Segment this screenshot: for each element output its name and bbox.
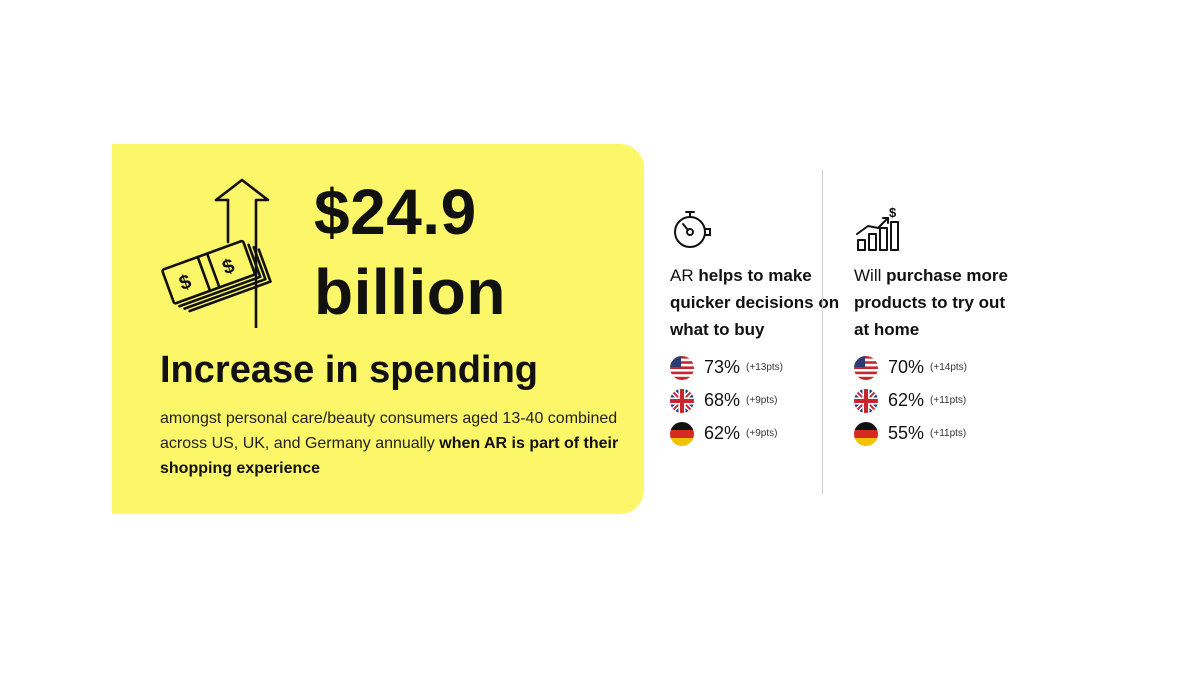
stat-percent: 73% [704, 357, 741, 377]
svg-text:$: $ [220, 255, 238, 279]
amount-headline: $24.9 billion [314, 172, 506, 332]
money-growth-icon: $ $ [161, 178, 272, 328]
stat-title: Will purchase more products to try out a… [854, 262, 1024, 343]
amount-unit: billion [314, 256, 506, 328]
germany-flag-icon [854, 421, 878, 446]
stat-percent: 68% [704, 390, 741, 410]
stat-quicker-decisions: AR helps to make quicker decisions on wh… [670, 206, 840, 450]
stat-percent: 55% [888, 423, 925, 443]
growth-chart-icon: $ [856, 206, 899, 251]
stat-delta: (+9pts) [746, 428, 778, 439]
description-text: amongst personal care/beauty consumers a… [160, 410, 618, 452]
stat-percent: 62% [888, 390, 925, 410]
stat-row-us: 73% (+13pts) [670, 351, 840, 384]
stat-row-us: 70% (+14pts) [854, 351, 1024, 384]
stat-percent: 62% [704, 423, 741, 443]
germany-flag-icon [670, 421, 694, 446]
stat-title-bold: purchase more products to try out at hom… [854, 266, 1009, 339]
stat-title-prefix: AR [670, 266, 694, 285]
uk-flag-icon [670, 388, 694, 413]
us-flag-icon [670, 355, 694, 380]
stopwatch-icon [674, 211, 711, 248]
stat-percent: 70% [888, 357, 925, 377]
amount-value: $24.9 [314, 176, 477, 248]
svg-text:$: $ [176, 271, 194, 295]
stat-delta: (+11pts) [930, 428, 967, 439]
stat-delta: (+13pts) [746, 362, 783, 373]
uk-flag-icon [854, 388, 878, 413]
stat-row-uk: 68% (+9pts) [670, 384, 840, 417]
svg-text:$: $ [889, 206, 897, 220]
stat-row-germany: 62% (+9pts) [670, 417, 840, 450]
headline-description: amongst personal care/beauty consumers a… [160, 406, 630, 481]
stat-title-bold: helps to make quicker decisions on what … [670, 266, 840, 339]
spending-card: $ $ $24.9 billion Increase in spending a… [112, 144, 644, 514]
stat-delta: (+11pts) [930, 395, 967, 406]
stat-row-uk: 62% (+11pts) [854, 384, 1024, 417]
us-flag-icon [854, 355, 878, 380]
stat-title: AR helps to make quicker decisions on wh… [670, 262, 840, 343]
stat-title-prefix: Will [854, 266, 882, 285]
stat-delta: (+9pts) [746, 395, 778, 406]
stat-delta: (+14pts) [930, 362, 967, 373]
headline-title: Increase in spending [160, 349, 538, 391]
description-bold: when AR is part of their shopping experi… [160, 435, 619, 477]
divider [822, 170, 823, 494]
stat-row-germany: 55% (+11pts) [854, 417, 1024, 450]
stat-purchase-more: $ Will purchase more products to try out… [854, 206, 1024, 450]
